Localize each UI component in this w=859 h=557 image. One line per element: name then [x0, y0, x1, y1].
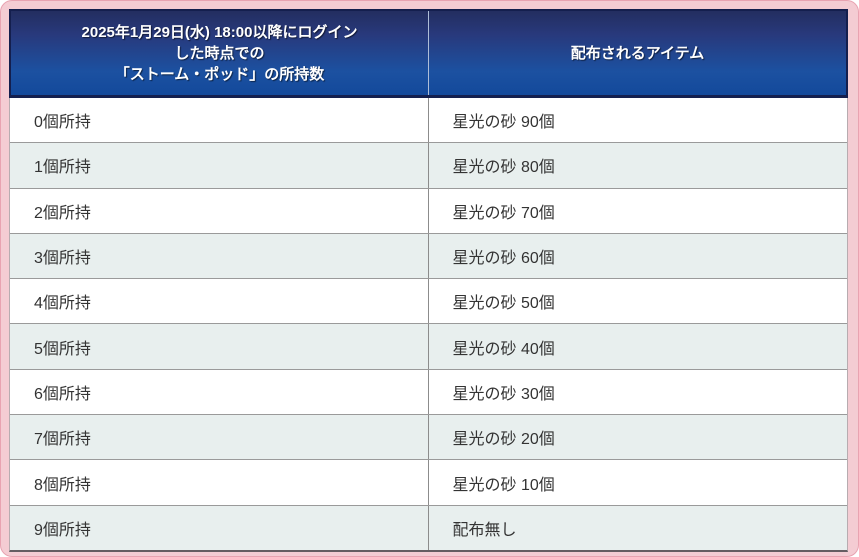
header-line-3: 「ストーム・ポッド」の所持数: [114, 65, 325, 83]
item-cell: 星光の砂 10個: [452, 476, 555, 494]
table-body: 0個所持 星光の砂 90個 1個所持 星光の砂 80個 2個所持 星光の砂 70…: [9, 98, 848, 552]
table-row: 4個所持 星光の砂 50個: [10, 278, 847, 324]
possession-cell: 5個所持: [10, 324, 429, 369]
table-row: 1個所持 星光の砂 80個: [10, 142, 847, 188]
table-header-row: 2025年1月29日(水) 18:00以降にログイン した時点での 「ストーム・…: [9, 9, 848, 98]
item-cell: 星光の砂 40個: [452, 340, 555, 358]
item-cell: 星光の砂 50個: [452, 295, 555, 313]
possession-cell: 6個所持: [10, 369, 429, 415]
table-row: 2個所持 星光の砂 70個: [10, 187, 847, 233]
item-cell: 星光の砂 30個: [452, 385, 555, 403]
header-line-1: 2025年1月29日(水) 18:00以降にログイン: [81, 23, 358, 41]
possession-cell: 8個所持: [10, 460, 429, 505]
item-cell: 星光の砂 70個: [452, 204, 555, 222]
item-cell: 星光の砂 90個: [452, 114, 555, 132]
table-row: 7個所持 星光の砂 20個: [10, 414, 847, 460]
item-cell: 星光の砂 60個: [452, 250, 555, 268]
table-row: 5個所持 星光の砂 40個: [10, 323, 847, 369]
column-header-possession: 2025年1月29日(水) 18:00以降にログイン した時点での 「ストーム・…: [11, 11, 429, 95]
item-cell: 星光の砂 20個: [452, 431, 555, 449]
possession-cell: 1個所持: [10, 143, 429, 188]
possession-cell: 0個所持: [10, 98, 429, 143]
header-line-2: した時点での: [174, 44, 265, 62]
possession-cell: 9個所持: [10, 505, 429, 550]
column-header-item: 配布されるアイテム: [429, 11, 846, 95]
possession-cell: 2個所持: [10, 188, 429, 233]
table-row: 6個所持 星光の砂 30個: [10, 368, 847, 415]
possession-cell: 4個所持: [10, 279, 429, 324]
table-row: 9個所持 配布無し: [10, 504, 847, 550]
table-row: 3個所持 星光の砂 60個: [10, 232, 847, 279]
possession-cell: 3個所持: [10, 233, 429, 279]
table-row: 0個所持 星光の砂 90個: [10, 98, 847, 143]
table-row: 8個所持 星光の砂 10個: [10, 459, 847, 505]
item-cell: 星光の砂 80個: [452, 159, 555, 177]
header-item-label: 配布されるアイテム: [570, 44, 705, 62]
possession-cell: 7個所持: [10, 415, 429, 460]
reward-table: 2025年1月29日(水) 18:00以降にログイン した時点での 「ストーム・…: [9, 9, 848, 552]
item-cell: 配布無し: [452, 521, 517, 539]
